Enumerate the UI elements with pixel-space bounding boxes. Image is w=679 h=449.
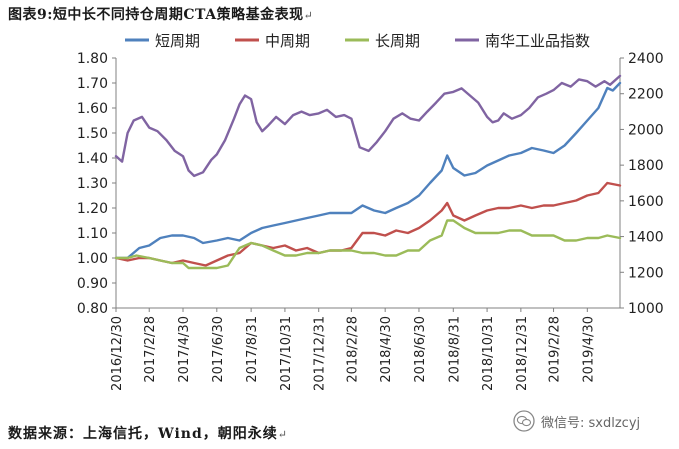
- chart-title-text: 图表9:短中长不同持仓周期CTA策略基金表现: [8, 7, 304, 23]
- x-tick-label: 2017/12/31: [313, 316, 328, 391]
- data-source-text: 数据来源：上海信托，Wind，朝阳永续: [8, 426, 278, 442]
- y-right-tick-label: 1000: [628, 301, 664, 317]
- y-left-tick-label: 1.50: [77, 126, 108, 142]
- data-source-note: 数据来源：上海信托，Wind，朝阳永续↵: [8, 423, 288, 443]
- x-tick-label: 2018/8/31: [447, 316, 462, 383]
- x-tick-label: 2018/4/30: [379, 316, 394, 383]
- legend-label: 南华工业品指数: [485, 32, 590, 50]
- x-tick-label: 2019/2/28: [548, 316, 563, 383]
- x-tick-label: 2017/4/30: [177, 316, 192, 383]
- series-line: [114, 81, 622, 260]
- y-left-tick-label: 1.80: [77, 51, 108, 67]
- legend-label: 短周期: [155, 32, 200, 50]
- y-right-tick-label: 2200: [628, 87, 664, 103]
- y-right-tick-label: 1600: [628, 194, 664, 210]
- y-left-tick-label: 1.00: [77, 251, 108, 267]
- watermark-text: 微信号: sxdlzcyj: [541, 415, 641, 431]
- x-tick-label: 2017/6/30: [211, 316, 226, 383]
- wechat-watermark: 微信号: sxdlzcyj: [513, 410, 640, 432]
- y-left-tick-label: 0.90: [77, 276, 108, 292]
- y-left-tick-label: 0.80: [77, 301, 108, 317]
- y-right-tick-label: 2400: [628, 51, 664, 67]
- legend-label: 长周期: [375, 32, 420, 50]
- y-left-tick-label: 1.10: [77, 226, 108, 242]
- chart-title: 图表9:短中长不同持仓周期CTA策略基金表现↵: [8, 4, 313, 24]
- title-return-mark: ↵: [303, 9, 314, 22]
- x-tick-label: 2017/2/28: [143, 316, 158, 383]
- x-tick-label: 2018/12/31: [515, 316, 530, 391]
- y-left-tick-label: 1.40: [77, 151, 108, 167]
- y-left-tick-label: 1.20: [77, 201, 108, 217]
- y-right-tick-label: 2000: [628, 122, 664, 138]
- x-tick-label: 2019/4/30: [581, 316, 596, 383]
- x-tick-label: 2018/10/31: [481, 316, 496, 391]
- x-tick-label: 2018/6/30: [413, 316, 428, 383]
- source-return-mark: ↵: [277, 428, 288, 441]
- y-left-tick-label: 1.60: [77, 101, 108, 117]
- y-right-tick-label: 1800: [628, 158, 664, 174]
- series-line: [114, 74, 622, 178]
- y-left-tick-label: 1.70: [77, 76, 108, 92]
- wechat-icon: [513, 410, 535, 432]
- series-line: [114, 181, 622, 267]
- y-right-tick-label: 1400: [628, 230, 664, 246]
- series-line: [114, 219, 622, 270]
- x-tick-label: 2016/12/30: [110, 316, 125, 391]
- legend-label: 中周期: [265, 32, 310, 50]
- y-right-tick-label: 1200: [628, 265, 664, 281]
- x-tick-label: 2017/10/31: [279, 316, 294, 391]
- x-tick-label: 2018/2/28: [345, 316, 360, 383]
- y-left-tick-label: 1.30: [77, 176, 108, 192]
- x-tick-label: 2017/8/31: [245, 316, 260, 383]
